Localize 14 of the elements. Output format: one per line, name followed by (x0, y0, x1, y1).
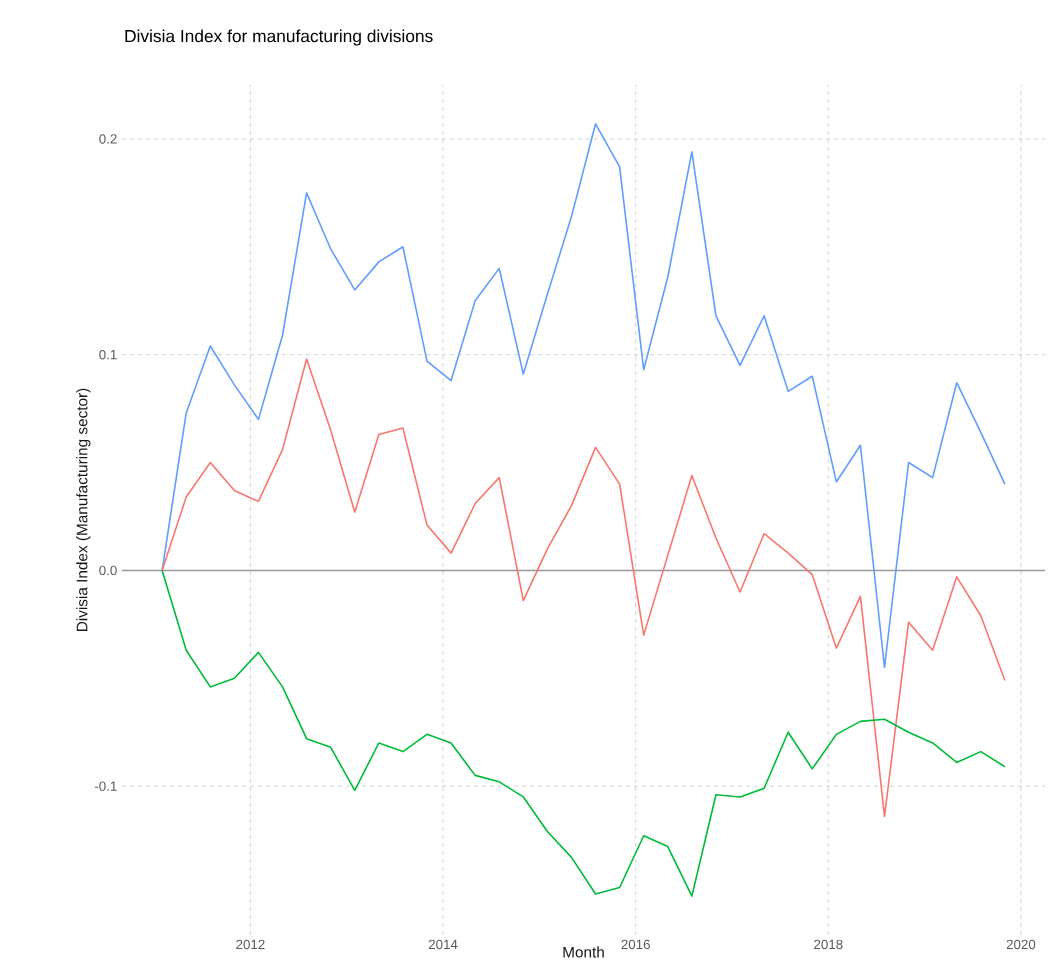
x-tick-label: 2014 (428, 939, 458, 950)
x-tick-label: 2016 (621, 939, 650, 950)
y-tick-label: 0.1 (99, 349, 117, 360)
x-tick-label: 2012 (236, 939, 265, 950)
y-axis-title: Divisia Index (Manufacturing sector) (76, 388, 91, 632)
x-tick-label: 2018 (814, 939, 843, 950)
line-series (161, 123, 1006, 669)
y-tick-label: 0.0 (99, 565, 117, 576)
x-axis-title: Month (563, 946, 604, 958)
x-tick-label: 2020 (1006, 939, 1036, 950)
y-tick-label: 0.2 (99, 134, 117, 144)
line-series (161, 569, 1006, 897)
y-tick-label: -0.1 (94, 781, 117, 791)
chart-title: Divisia Index for manufacturing divisions (125, 29, 433, 46)
